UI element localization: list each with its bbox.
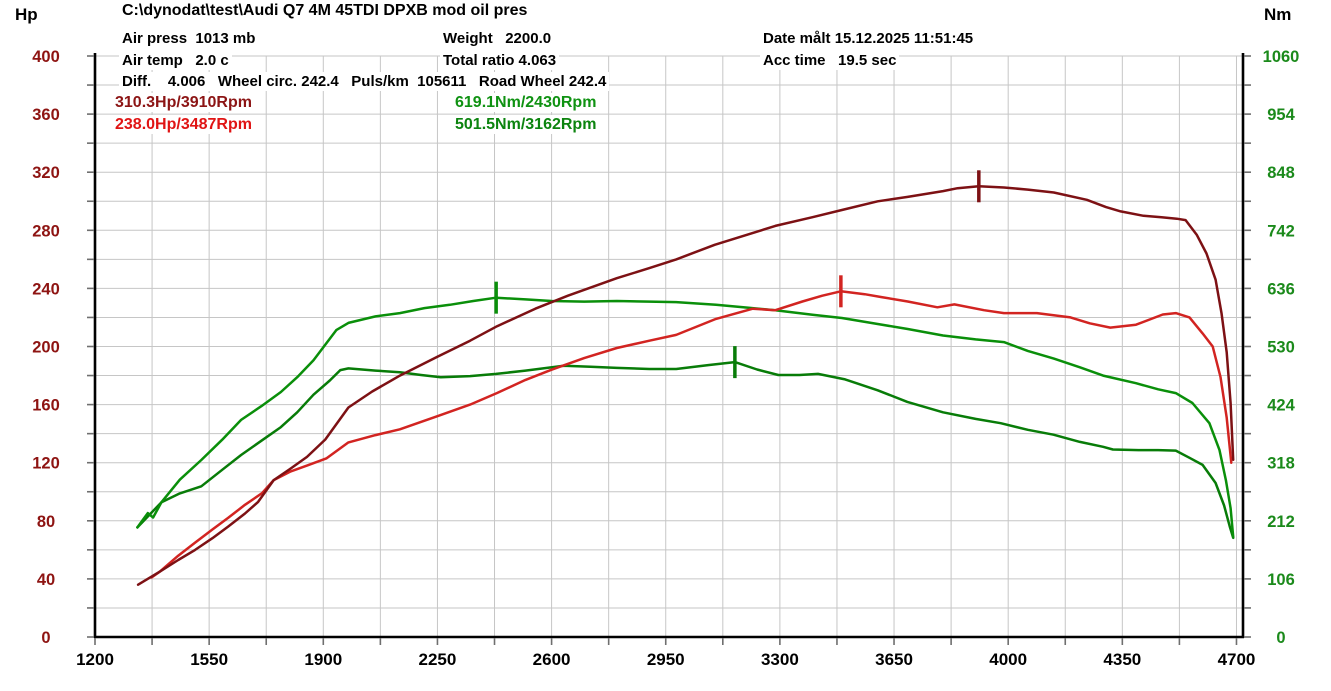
- left-axis-unit-label: Hp: [15, 5, 38, 24]
- info-acc-time: Acc time 19.5 sec: [760, 51, 900, 70]
- info-total-ratio: Total ratio 4.063: [440, 51, 560, 70]
- left-axis-tick-label: 120: [32, 455, 60, 473]
- curve-torque-stock: [136, 360, 1235, 540]
- left-axis-tick-label: 40: [37, 571, 55, 589]
- info-diff-row: Diff. 4.006 Wheel circ. 242.4 Puls/km 10…: [119, 72, 610, 91]
- left-axis-tick-label: 280: [32, 222, 60, 240]
- info-weight: Weight 2200.0: [440, 29, 555, 48]
- left-axis-tick-label: 360: [32, 106, 60, 124]
- right-axis-tick-label: 424: [1267, 397, 1295, 415]
- right-axis-tick-label: 106: [1267, 571, 1295, 589]
- peak-label-torque-stock: 501.5Nm/3162Rpm: [452, 115, 600, 134]
- x-axis-tick-label: 4000: [989, 650, 1027, 669]
- right-axis-tick-label: 530: [1267, 339, 1295, 357]
- right-axis-tick-label: 318: [1267, 455, 1295, 473]
- right-axis-tick-label: 848: [1267, 164, 1295, 182]
- left-axis-tick-label: 0: [41, 629, 50, 647]
- x-axis-tick-label: 4350: [1103, 650, 1141, 669]
- left-axis-tick-label: 240: [32, 280, 60, 298]
- x-axis-tick-label: 1200: [76, 650, 114, 669]
- right-axis-tick-label: 1060: [1263, 48, 1300, 66]
- chart-title: C:\dynodat\test\Audi Q7 4M 45TDI DPXB mo…: [119, 1, 531, 20]
- x-axis-tick-label: 2250: [419, 650, 457, 669]
- right-axis-tick-label: 0: [1276, 629, 1285, 647]
- peak-label-power-stock: 238.0Hp/3487Rpm: [112, 115, 255, 134]
- x-axis-tick-label: 3650: [875, 650, 913, 669]
- left-axis-tick-label: 200: [32, 339, 60, 357]
- peak-label-torque-modified: 619.1Nm/2430Rpm: [452, 93, 600, 112]
- x-axis-tick-label: 1550: [190, 650, 228, 669]
- right-axis-tick-label: 212: [1267, 513, 1295, 531]
- info-date: Date målt 15.12.2025 11:51:45: [760, 29, 977, 48]
- right-axis-tick-label: 954: [1267, 106, 1295, 124]
- peak-label-power-modified: 310.3Hp/3910Rpm: [112, 93, 255, 112]
- info-air-press: Air press 1013 mb: [119, 29, 259, 48]
- curve-power-stock: [150, 290, 1233, 579]
- x-axis-tick-label: 3300: [761, 650, 799, 669]
- curve-power-modified: [136, 185, 1235, 586]
- right-axis-unit-label: Nm: [1264, 5, 1292, 24]
- x-axis-tick-label: 4700: [1218, 650, 1256, 669]
- x-axis-tick-label: 2950: [647, 650, 685, 669]
- right-axis-tick-label: 742: [1267, 222, 1295, 240]
- left-axis-tick-label: 320: [32, 164, 60, 182]
- x-axis-tick-label: 2600: [533, 650, 571, 669]
- curve-torque-modified: [136, 296, 1235, 538]
- left-axis-tick-label: 80: [37, 513, 55, 531]
- x-axis-tick-label: 1900: [304, 650, 342, 669]
- left-axis-tick-label: 400: [32, 48, 60, 66]
- info-air-temp: Air temp 2.0 c: [119, 51, 232, 70]
- right-axis-tick-label: 636: [1267, 280, 1295, 298]
- left-axis-tick-label: 160: [32, 397, 60, 415]
